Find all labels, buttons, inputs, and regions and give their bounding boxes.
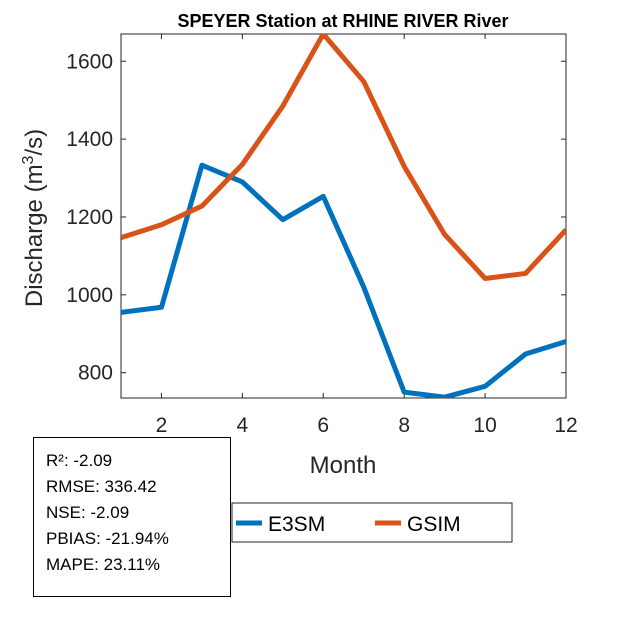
series-line-e3sm: [121, 162, 566, 398]
x-tick-label: 10: [473, 414, 496, 437]
legend-label-e3sm: E3SM: [268, 513, 325, 536]
y-tick-label: 1200: [66, 206, 113, 229]
plot-area: 2 4 6 8 10 12 800 1000 1200 1400 1600: [66, 33, 578, 437]
series-line-gsim: [121, 34, 566, 281]
y-tick-label: 1400: [66, 128, 113, 151]
r2-metric: R²: -2.09: [46, 451, 113, 470]
x-axis-label: Month: [310, 452, 377, 479]
x-tick-label: 8: [398, 414, 410, 437]
legend-box: [231, 502, 513, 543]
legend: E3SM GSIM: [231, 502, 513, 543]
y-tick-label: 1600: [66, 50, 113, 73]
legend-label-gsim: GSIM: [407, 513, 461, 536]
metrics-box: R²: -2.09 RMSE: 336.42 NSE: -2.09 PBIAS:…: [33, 437, 231, 597]
x-tick-label: 2: [156, 414, 168, 437]
x-tick-label: 12: [554, 414, 577, 437]
x-tick-label: 4: [237, 414, 249, 437]
x-tick-label: 6: [317, 414, 329, 437]
y-tick-label: 800: [78, 362, 113, 385]
plot-frame: [120, 33, 567, 399]
pbias-metric: PBIAS: -21.94%: [46, 529, 169, 548]
chart-title: SPEYER Station at RHINE RIVER River: [177, 11, 508, 31]
mape-metric: MAPE: 23.11%: [46, 555, 161, 574]
nse-metric: NSE: -2.09: [46, 503, 130, 522]
y-tick-label: 1000: [66, 284, 113, 307]
rmse-metric: RMSE: 336.42: [46, 477, 157, 496]
y-axis-label: Discharge (m3/s): [20, 129, 48, 307]
